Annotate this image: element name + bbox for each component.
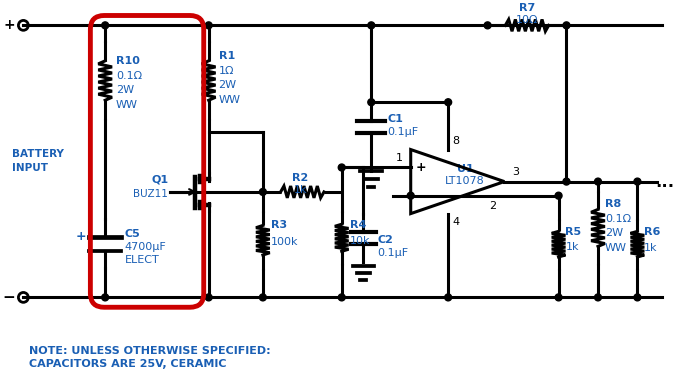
Text: 1k: 1k (294, 185, 307, 195)
Text: INPUT: INPUT (12, 163, 47, 173)
Text: C2: C2 (377, 235, 393, 245)
Text: R7: R7 (519, 3, 535, 12)
Text: NOTE: UNLESS OTHERWISE SPECIFIED:: NOTE: UNLESS OTHERWISE SPECIFIED: (29, 345, 271, 356)
Circle shape (555, 294, 562, 301)
Circle shape (368, 22, 375, 29)
Circle shape (594, 178, 601, 185)
Text: +: + (4, 19, 16, 33)
Text: 0.1μF: 0.1μF (377, 248, 408, 257)
Text: 1k: 1k (645, 243, 658, 253)
Text: 2W: 2W (605, 228, 623, 239)
Text: WW: WW (219, 95, 240, 105)
Text: LT1078: LT1078 (445, 176, 485, 186)
Text: −: − (415, 189, 426, 202)
Text: U1: U1 (456, 164, 473, 174)
Circle shape (205, 294, 212, 301)
Text: 1k: 1k (565, 242, 579, 252)
Text: 0.1μF: 0.1μF (387, 127, 418, 137)
Text: 1: 1 (395, 153, 402, 163)
Text: R3: R3 (271, 220, 287, 231)
Circle shape (102, 294, 108, 301)
Circle shape (563, 22, 570, 29)
Text: 3: 3 (512, 167, 519, 177)
Circle shape (445, 99, 452, 106)
Text: ...: ... (655, 173, 674, 191)
Circle shape (634, 178, 641, 185)
Text: CAPACITORS ARE 25V, CERAMIC: CAPACITORS ARE 25V, CERAMIC (29, 359, 227, 369)
Text: 1Ω: 1Ω (219, 66, 234, 76)
Text: +: + (76, 230, 87, 243)
Text: 0.1Ω: 0.1Ω (605, 214, 631, 223)
Text: 2W: 2W (219, 81, 237, 90)
Circle shape (594, 294, 601, 301)
Text: 10k: 10k (349, 236, 370, 246)
Text: WW: WW (605, 243, 627, 253)
Text: 8: 8 (452, 136, 459, 146)
Circle shape (338, 294, 345, 301)
Text: R2: R2 (292, 173, 309, 183)
Text: R1: R1 (219, 51, 235, 61)
Text: C5: C5 (125, 229, 141, 239)
Circle shape (259, 189, 266, 195)
Circle shape (205, 22, 212, 29)
Text: 4700μF: 4700μF (125, 242, 167, 252)
Circle shape (484, 22, 491, 29)
Text: BUZ11: BUZ11 (133, 189, 169, 199)
Text: 100k: 100k (271, 237, 299, 247)
Text: WW: WW (116, 100, 138, 110)
Circle shape (338, 164, 345, 171)
Text: R5: R5 (565, 227, 582, 237)
Circle shape (555, 192, 562, 199)
Circle shape (408, 192, 414, 199)
Text: +: + (415, 161, 426, 174)
Text: 10Ω: 10Ω (516, 15, 538, 25)
Circle shape (563, 178, 570, 185)
Text: R8: R8 (605, 199, 621, 209)
Text: 4: 4 (452, 217, 459, 228)
Text: BATTERY: BATTERY (12, 149, 64, 160)
Text: −: − (3, 290, 16, 305)
Text: R6: R6 (645, 227, 661, 237)
Circle shape (102, 22, 108, 29)
Text: 0.1Ω: 0.1Ω (116, 71, 142, 81)
Text: R4: R4 (349, 220, 366, 231)
Circle shape (634, 294, 641, 301)
Circle shape (368, 99, 375, 106)
Text: 2: 2 (489, 201, 496, 211)
Text: ELECT: ELECT (125, 255, 160, 265)
Circle shape (259, 294, 266, 301)
Text: Q1: Q1 (151, 174, 169, 184)
Text: R10: R10 (116, 56, 140, 66)
Text: 2W: 2W (116, 85, 134, 95)
Circle shape (445, 294, 452, 301)
Text: C1: C1 (387, 114, 403, 124)
